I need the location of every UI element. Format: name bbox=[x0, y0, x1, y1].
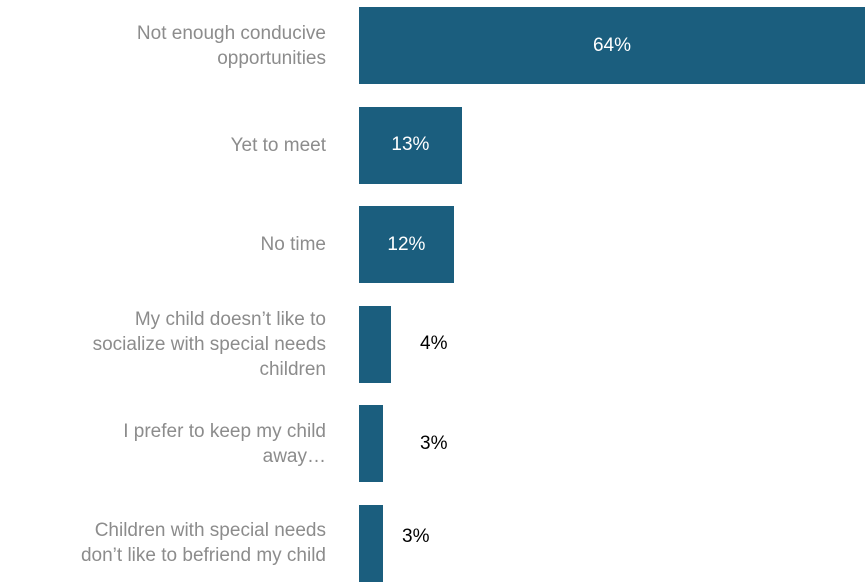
category-label-5: Children with special needs don’t like t… bbox=[0, 518, 326, 568]
category-label-1: Yet to meet bbox=[0, 133, 326, 158]
bar-4 bbox=[359, 405, 383, 482]
value-label-4: 3% bbox=[420, 432, 447, 456]
bar-5 bbox=[359, 505, 383, 582]
value-label-0: 64% bbox=[593, 34, 631, 58]
category-label-4: I prefer to keep my child away… bbox=[0, 419, 326, 469]
value-label-1: 13% bbox=[391, 133, 429, 157]
bar-3 bbox=[359, 306, 391, 383]
value-label-3: 4% bbox=[420, 332, 447, 356]
category-label-0: Not enough conducive opportunities bbox=[0, 21, 326, 71]
value-label-5: 3% bbox=[402, 525, 429, 549]
category-label-2: No time bbox=[0, 232, 326, 257]
value-label-2: 12% bbox=[387, 233, 425, 257]
category-label-3: My child doesn’t like to socialize with … bbox=[0, 307, 326, 382]
